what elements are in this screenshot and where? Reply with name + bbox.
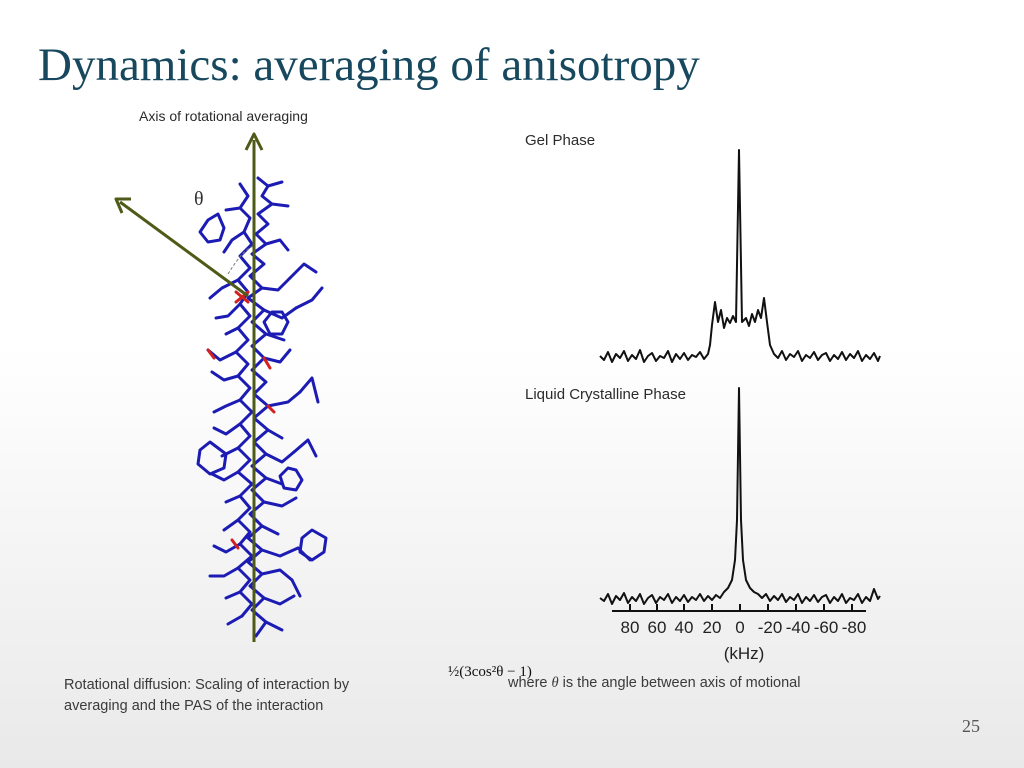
caption-line-1: Rotational diffusion: Scaling of interac… <box>64 677 350 693</box>
tick-label-80: 80 <box>621 618 640 637</box>
tick-label-neg20: -20 <box>758 618 783 637</box>
where-suffix: is the angle between axis of motional <box>558 675 801 691</box>
tick-label-0: 0 <box>735 618 744 637</box>
rotation-axis-label: Axis of rotational averaging <box>139 108 308 124</box>
tick-label-60: 60 <box>648 618 667 637</box>
tick-label-neg60: -60 <box>814 618 839 637</box>
helix-molecule <box>196 176 328 638</box>
liquid-crystalline-spectrum <box>599 387 881 605</box>
frequency-axis-labels: 80 60 40 20 0 -20 -40 -60 -80 (kHz) <box>621 618 867 663</box>
page-number: 25 <box>962 716 980 736</box>
where-prefix: where <box>508 675 552 691</box>
where-theta: θ <box>551 675 559 691</box>
frequency-axis <box>612 604 866 612</box>
pas-vector-arrow <box>114 197 249 298</box>
tick-label-neg80: -80 <box>842 618 867 637</box>
axis-unit-label: (kHz) <box>724 644 765 663</box>
where-clause: where θ is the angle between axis of mot… <box>508 675 800 692</box>
tick-label-neg40: -40 <box>786 618 811 637</box>
caption: Rotational diffusion: Scaling of interac… <box>64 675 349 717</box>
rotation-axis-arrow <box>244 132 264 642</box>
gel-phase-label: Gel Phase <box>525 132 596 149</box>
theta-arc <box>227 245 255 275</box>
tick-label-20: 20 <box>703 618 722 637</box>
theta-label: θ <box>194 188 204 210</box>
slide-title: Dynamics: averaging of anisotropy <box>38 39 700 91</box>
caption-line-2: averaging and the PAS of the interaction <box>64 698 324 714</box>
tick-label-40: 40 <box>675 618 694 637</box>
scaling-formula: ½(3cos²θ − 1) <box>448 664 532 680</box>
gel-phase-spectrum <box>599 149 881 363</box>
liquid-crystalline-phase-label: Liquid Crystalline Phase <box>525 386 686 403</box>
